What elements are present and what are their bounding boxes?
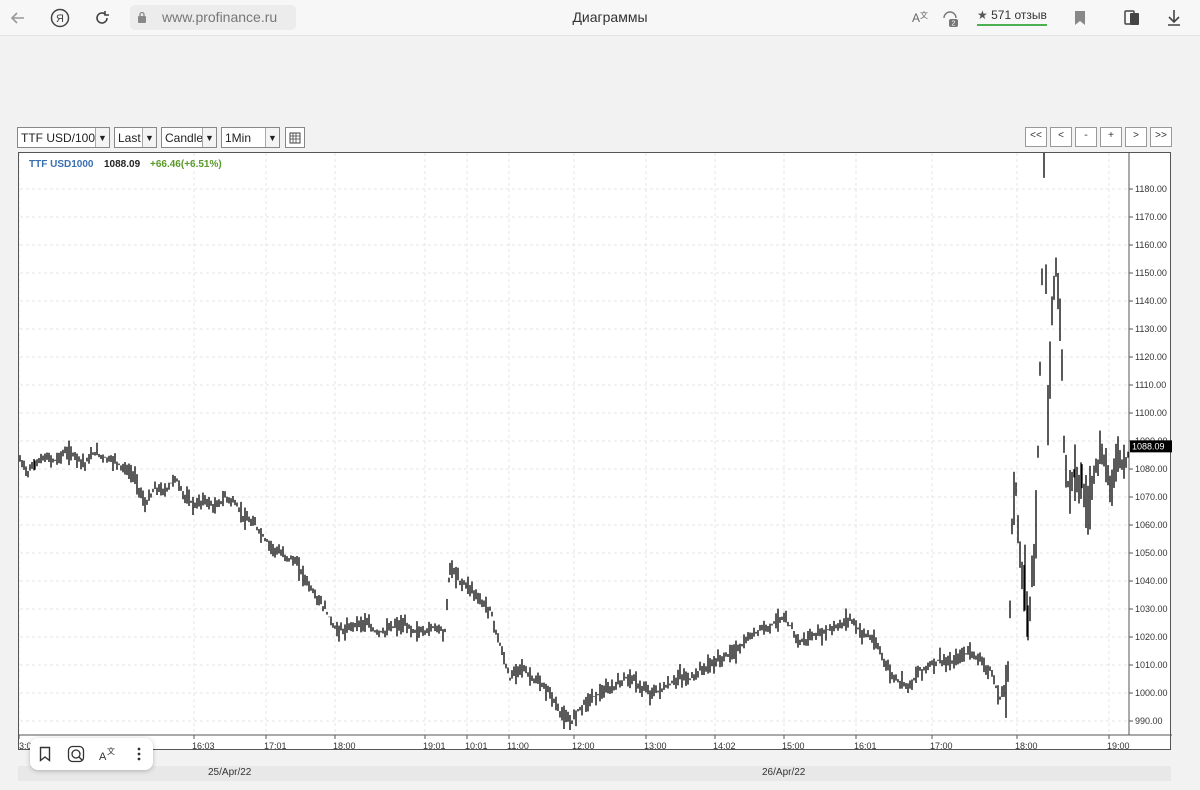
y-tick-label: 1030.00 [1135, 604, 1168, 614]
y-tick-label: 1070.00 [1135, 492, 1168, 502]
interval-value: 1Min [225, 130, 252, 145]
y-tick-label: 1040.00 [1135, 576, 1168, 586]
y-tick-label: 1050.00 [1135, 548, 1168, 558]
price-chart[interactable]: 990.00 1000.00 1010.00 1020.00 1030.00 1040.0… [18, 149, 1172, 751]
zoom-in-button[interactable]: + [1100, 127, 1122, 147]
chart-type-value: Candle [165, 130, 202, 145]
y-tick-label: 1080.00 [1135, 464, 1168, 474]
date-label: 25/Apr/22 [208, 767, 252, 778]
legend-change: +66.46(+6.51%) [150, 159, 222, 170]
nav-prev-button[interactable]: < [1050, 127, 1072, 147]
symbol-select[interactable]: TTF USD/100 ▼ [17, 127, 110, 148]
x-tick-label: 19:00 [1107, 741, 1130, 751]
x-tick-label: 13:00 [644, 741, 667, 751]
svg-text:文: 文 [107, 746, 115, 756]
legend-symbol: TTF USD1000 [29, 159, 94, 170]
y-tick-label: 1010.00 [1135, 660, 1168, 670]
y-tick-label: 1020.00 [1135, 632, 1168, 642]
more-icon[interactable] [129, 744, 149, 764]
x-tick-label: 16:03 [192, 741, 215, 751]
download-icon[interactable] [1164, 8, 1184, 28]
x-tick-label: 11:00 [507, 741, 529, 751]
x-tick-label: 18:00 [333, 741, 356, 751]
price-type-value: Last [118, 130, 141, 145]
bookmark-icon[interactable] [1070, 8, 1090, 28]
last-price-tag [1130, 440, 1172, 453]
lens-icon[interactable] [66, 744, 86, 764]
star-icon: ★ [977, 8, 992, 22]
chevron-down-icon: ▼ [202, 128, 216, 147]
svg-text:A: A [912, 11, 920, 25]
y-tick-label: 1170.00 [1135, 212, 1167, 222]
last-price-label: 1088.09 [1132, 441, 1165, 451]
svg-text:Я: Я [56, 13, 64, 25]
price-type-select[interactable]: Last ▼ [114, 127, 157, 148]
x-tick-label: 12:00 [572, 741, 595, 751]
x-tick-label: 14:02 [713, 741, 736, 751]
y-tick-label: 1100.00 [1135, 408, 1167, 418]
y-tick-label: 1060.00 [1135, 520, 1168, 530]
table-icon [289, 132, 301, 143]
x-tick-label: 19:01 [423, 741, 446, 751]
chevron-down-icon: ▼ [95, 128, 109, 147]
y-tick-label: 1150.00 [1135, 268, 1167, 278]
y-tick-label: 1160.00 [1135, 240, 1167, 250]
x-tick-label: 10:01 [465, 741, 488, 751]
rating-text: 571 отзыв [991, 8, 1047, 22]
nav-last-button[interactable]: >> [1150, 127, 1172, 147]
date-bar: 25/Apr/22 26/Apr/22 [18, 766, 1171, 781]
y-tick-label: 1120.00 [1135, 352, 1167, 362]
chart-type-select[interactable]: Candle ▼ [161, 127, 217, 148]
date-label: 26/Apr/22 [762, 767, 806, 778]
collections-icon[interactable] [1122, 8, 1142, 28]
x-tick-label: 17:00 [930, 741, 953, 751]
svg-text:文: 文 [920, 10, 928, 20]
y-tick-label: 1140.00 [1135, 296, 1167, 306]
nav-next-button[interactable]: > [1125, 127, 1147, 147]
x-tick-label: 17:01 [264, 741, 287, 751]
x-tick-label: 3:0 [19, 741, 32, 751]
reload-icon[interactable] [92, 8, 112, 28]
yandex-icon[interactable]: Я [50, 8, 70, 28]
chart-svg[interactable]: 990.00 1000.00 1010.00 1020.00 1030.00 1040.0… [18, 149, 1172, 751]
legend-price: 1088.09 [104, 159, 141, 170]
y-tick-label: 1110.00 [1135, 380, 1166, 390]
table-view-button[interactable] [285, 127, 305, 148]
lock-icon [138, 11, 146, 23]
zoom-out-button[interactable]: - [1075, 127, 1097, 147]
rating-badge[interactable]: ★ 571 отзыв [977, 8, 1047, 26]
interval-select[interactable]: 1Min ▼ [221, 127, 280, 148]
back-icon[interactable] [8, 8, 28, 28]
translate-label: A [99, 751, 107, 763]
bookmark-icon[interactable] [35, 744, 55, 764]
x-tick-label: 16:01 [854, 741, 877, 751]
url-text: www.profinance.ru [162, 9, 278, 25]
nav-first-button[interactable]: << [1025, 127, 1047, 147]
symbol-select-value: TTF USD/100 [21, 130, 95, 145]
x-tick-label: 18:00 [1015, 741, 1038, 751]
address-bar[interactable]: www.profinance.ru [130, 5, 296, 30]
chevron-down-icon: ▼ [265, 128, 279, 147]
y-tick-label: 1180.00 [1135, 184, 1167, 194]
page-title: Диаграммы [572, 9, 648, 25]
y-tick-label: 990.00 [1135, 716, 1163, 726]
x-tick-label: 15:00 [782, 741, 805, 751]
y-tick-label: 1130.00 [1135, 324, 1167, 334]
extensions-badge: 2 [952, 21, 956, 28]
y-tick-label: 1000.00 [1135, 688, 1168, 698]
chevron-down-icon: ▼ [142, 128, 156, 147]
extensions-icon[interactable]: 2 [940, 8, 960, 28]
